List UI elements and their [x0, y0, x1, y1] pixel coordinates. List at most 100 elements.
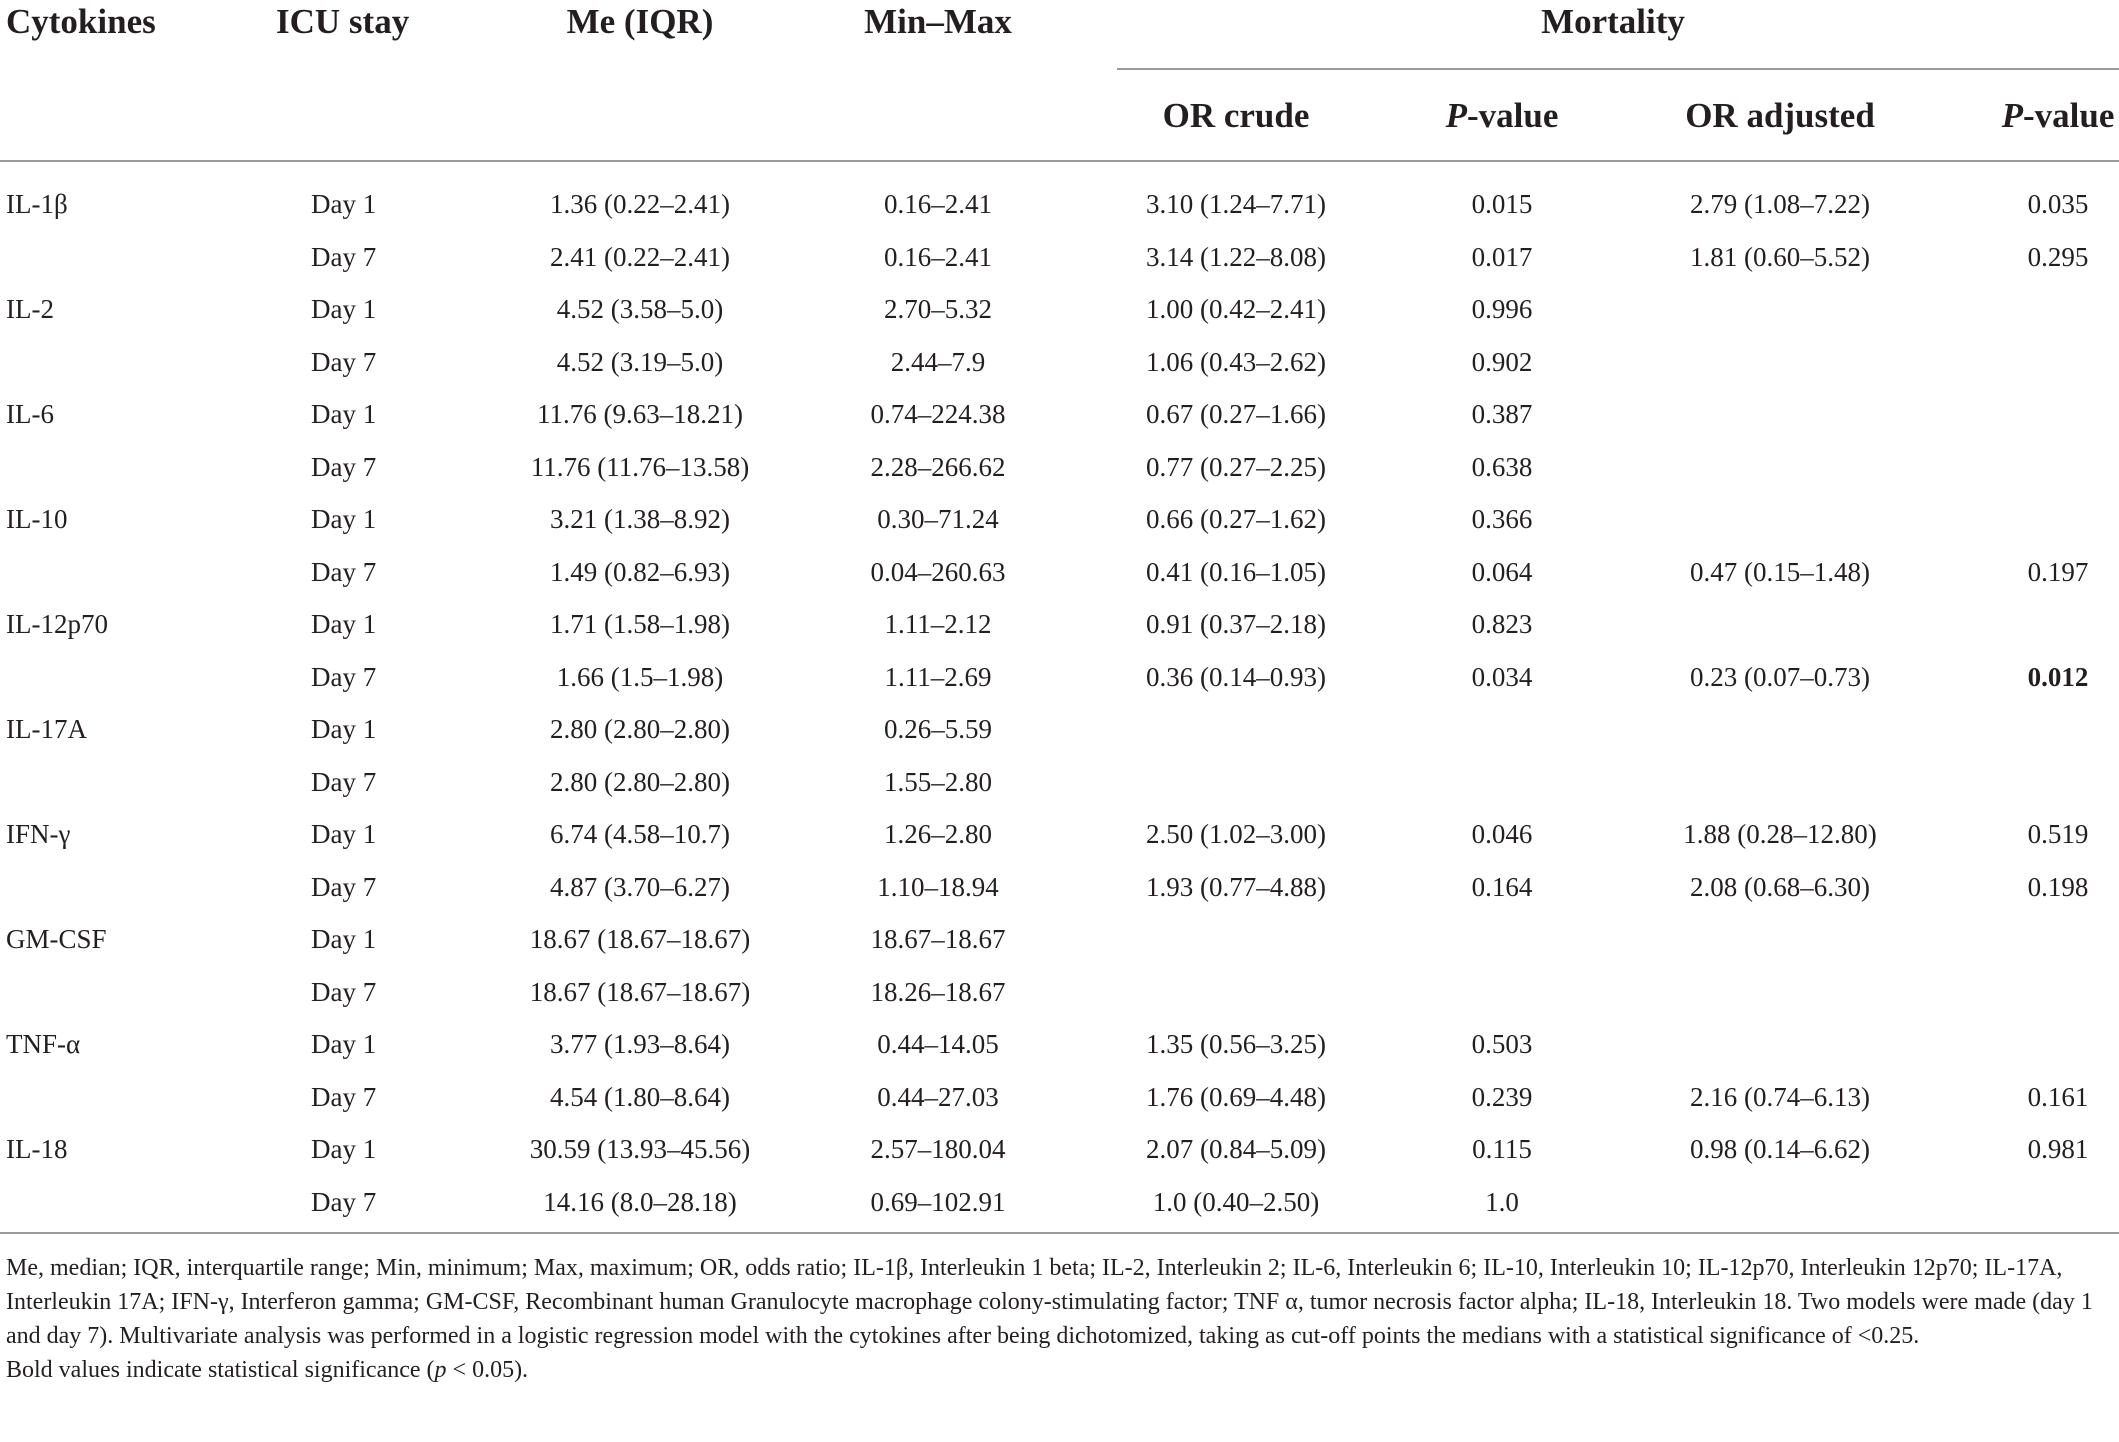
cell-p-value-crude: 0.046	[1471, 819, 1533, 849]
cell-cytokine: IL-6	[6, 399, 54, 429]
cell-min-max: 1.26–2.80	[884, 819, 992, 849]
cell-or-crude: 1.35 (0.56–3.25)	[1146, 1029, 1326, 1059]
cell-icu-stay: Day 1	[311, 819, 377, 849]
cell-or-crude: 3.10 (1.24–7.71)	[1146, 189, 1326, 219]
cell-me-iqr: 1.49 (0.82–6.93)	[550, 557, 730, 587]
cell-p-value-adjusted: 0.035	[2027, 189, 2089, 219]
cell-or-adjusted: 1.81 (0.60–5.52)	[1690, 242, 1870, 272]
cell-icu-stay: Day 1	[311, 1134, 377, 1164]
cell-min-max: 2.44–7.9	[890, 347, 986, 377]
cell-p-value-crude: 0.996	[1471, 294, 1533, 324]
cell-icu-stay: Day 1	[311, 294, 377, 324]
cell-me-iqr: 30.59 (13.93–45.56)	[529, 1134, 751, 1164]
cell-me-iqr: 2.80 (2.80–2.80)	[550, 714, 730, 744]
cell-me-iqr: 3.77 (1.93–8.64)	[550, 1029, 730, 1059]
cell-or-adjusted: 0.47 (0.15–1.48)	[1690, 557, 1870, 587]
cell-cytokine: IL-1β	[6, 189, 68, 219]
cell-or-crude: 0.36 (0.14–0.93)	[1146, 662, 1326, 692]
cell-p-value-crude: 0.387	[1471, 399, 1533, 429]
cell-or-adjusted: 2.08 (0.68–6.30)	[1690, 872, 1870, 902]
cell-icu-stay: Day 1	[311, 924, 377, 954]
cell-icu-stay: Day 1	[311, 399, 377, 429]
cell-or-crude: 1.93 (0.77–4.88)	[1146, 872, 1326, 902]
cell-me-iqr: 14.16 (8.0–28.18)	[543, 1187, 737, 1217]
cell-icu-stay: Day 1	[311, 504, 377, 534]
cell-or-adjusted: 2.79 (1.08–7.22)	[1690, 189, 1870, 219]
cell-p-value-adjusted: 0.981	[2027, 1134, 2089, 1164]
cell-min-max: 0.44–14.05	[877, 1029, 999, 1059]
cell-or-adjusted: 2.16 (0.74–6.13)	[1690, 1082, 1870, 1112]
cell-cytokine: IL-2	[6, 294, 54, 324]
cell-min-max: 0.44–27.03	[877, 1082, 999, 1112]
cell-p-value-crude: 0.823	[1471, 609, 1533, 639]
cell-min-max: 2.28–266.62	[870, 452, 1006, 482]
cell-or-crude: 0.41 (0.16–1.05)	[1146, 557, 1326, 587]
header-p-value-adjusted: P-value	[2001, 96, 2115, 135]
cell-min-max: 2.70–5.32	[884, 294, 992, 324]
cell-me-iqr: 1.66 (1.5–1.98)	[556, 662, 724, 692]
table-footnotes: Me, median; IQR, interquartile range; Mi…	[6, 1251, 2111, 1387]
cell-icu-stay: Day 7	[311, 662, 377, 692]
cell-me-iqr: 2.41 (0.22–2.41)	[550, 242, 730, 272]
cell-min-max: 1.11–2.69	[884, 662, 992, 692]
cell-icu-stay: Day 1	[311, 609, 377, 639]
header-cytokines: Cytokines	[6, 2, 156, 41]
cell-p-value-crude: 0.503	[1471, 1029, 1533, 1059]
cell-p-value-crude: 0.034	[1471, 662, 1533, 692]
cell-cytokine: TNF-α	[6, 1029, 81, 1059]
header-mortality: Mortality	[1541, 2, 1685, 41]
cell-cytokine: IL-12p70	[6, 609, 108, 639]
cell-or-crude: 2.07 (0.84–5.09)	[1146, 1134, 1326, 1164]
cell-me-iqr: 4.52 (3.19–5.0)	[556, 347, 724, 377]
cell-or-crude: 0.67 (0.27–1.66)	[1146, 399, 1326, 429]
cell-or-crude: 3.14 (1.22–8.08)	[1146, 242, 1326, 272]
cell-p-value-crude: 0.064	[1471, 557, 1533, 587]
cell-p-value-adjusted: 0.519	[2027, 819, 2089, 849]
cell-min-max: 0.74–224.38	[870, 399, 1006, 429]
cell-min-max: 0.30–71.24	[877, 504, 999, 534]
cell-or-crude: 0.91 (0.37–2.18)	[1146, 609, 1326, 639]
cell-p-value-adjusted: 0.012	[2027, 662, 2089, 692]
table-bottom-rule	[0, 1232, 2119, 1234]
cell-cytokine: IL-18	[6, 1134, 68, 1164]
header-or-adjusted: OR adjusted	[1685, 96, 1875, 135]
cell-p-value-crude: 0.239	[1471, 1082, 1533, 1112]
header-or-crude: OR crude	[1162, 96, 1310, 135]
cell-p-value-adjusted: 0.197	[2027, 557, 2089, 587]
cell-min-max: 1.10–18.94	[877, 872, 999, 902]
cell-icu-stay: Day 7	[311, 1082, 377, 1112]
cell-or-crude: 1.0 (0.40–2.50)	[1152, 1187, 1320, 1217]
cell-min-max: 0.69–102.91	[870, 1187, 1006, 1217]
mortality-spanner-rule	[1117, 68, 2119, 70]
header-p-value-crude: P-value	[1445, 96, 1559, 135]
cell-me-iqr: 2.80 (2.80–2.80)	[550, 767, 730, 797]
cell-p-value-crude: 0.015	[1471, 189, 1533, 219]
cell-cytokine: GM-CSF	[6, 924, 107, 954]
cell-or-crude: 2.50 (1.02–3.00)	[1146, 819, 1326, 849]
cell-me-iqr: 4.87 (3.70–6.27)	[550, 872, 730, 902]
cell-cytokine: IL-17A	[6, 714, 87, 744]
cell-or-crude: 1.06 (0.43–2.62)	[1146, 347, 1326, 377]
cell-icu-stay: Day 7	[311, 347, 377, 377]
cell-min-max: 0.04–260.63	[870, 557, 1006, 587]
header-me-iqr: Me (IQR)	[566, 2, 714, 41]
cell-me-iqr: 11.76 (11.76–13.58)	[530, 452, 750, 482]
cell-or-crude: 0.77 (0.27–2.25)	[1146, 452, 1326, 482]
cell-icu-stay: Day 7	[311, 1187, 377, 1217]
cell-me-iqr: 18.67 (18.67–18.67)	[529, 977, 751, 1007]
cell-icu-stay: Day 7	[311, 872, 377, 902]
cell-icu-stay: Day 7	[311, 977, 377, 1007]
cell-p-value-adjusted: 0.198	[2027, 872, 2089, 902]
cell-me-iqr: 1.36 (0.22–2.41)	[550, 189, 730, 219]
cell-p-value-crude: 0.902	[1471, 347, 1533, 377]
cell-icu-stay: Day 7	[311, 767, 377, 797]
cell-me-iqr: 1.71 (1.58–1.98)	[550, 609, 730, 639]
cell-or-crude: 1.00 (0.42–2.41)	[1146, 294, 1326, 324]
cell-or-crude: 1.76 (0.69–4.48)	[1146, 1082, 1326, 1112]
header-min-max: Min–Max	[864, 2, 1012, 41]
cell-icu-stay: Day 1	[311, 189, 377, 219]
cell-icu-stay: Day 1	[311, 1029, 377, 1059]
header-rule	[0, 160, 2119, 162]
cell-p-value-adjusted: 0.295	[2027, 242, 2089, 272]
